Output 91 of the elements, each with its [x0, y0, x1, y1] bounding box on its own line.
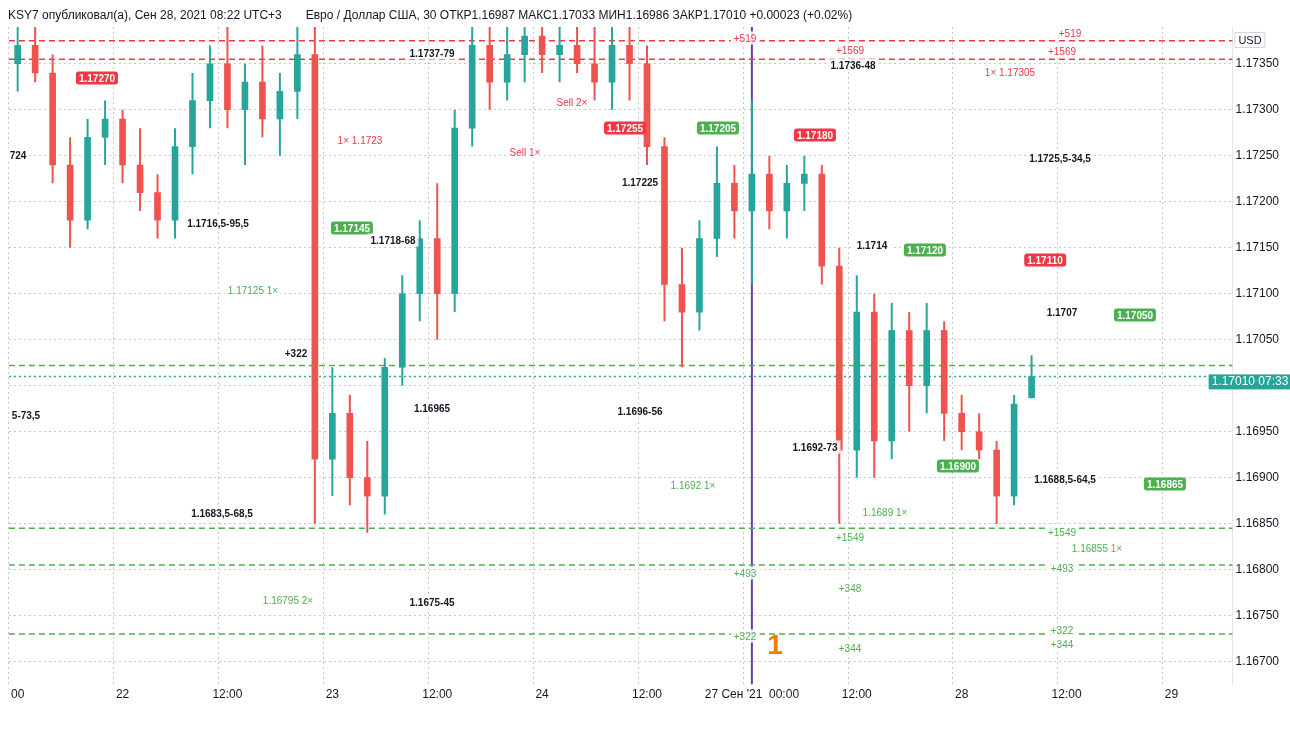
- x-tick-label: 12:00: [1051, 687, 1082, 702]
- annotation: 1.1737-79: [406, 46, 458, 60]
- annotation: 1.1692 1×: [667, 478, 719, 492]
- annotation: Sell 1×: [506, 145, 544, 159]
- x-tick-label: 12:00: [841, 687, 873, 702]
- annotation: 1.1692-73: [789, 440, 841, 454]
- y-tick-label: 1.16800: [1235, 561, 1280, 576]
- x-tick-label: 12:00: [631, 687, 663, 702]
- annotation: 1.17010 07:33: [1208, 374, 1290, 390]
- annotation: +322: [1047, 623, 1077, 637]
- annotation: 1.1736-48: [827, 58, 879, 72]
- annotation: 1.1696-56: [614, 404, 666, 418]
- annotation: +493: [1047, 561, 1077, 575]
- annotation: 1.1707: [1043, 305, 1081, 319]
- annotation: +344: [1047, 637, 1077, 651]
- y-tick-label: 1.17100: [1235, 286, 1280, 301]
- candlestick: [363, 439, 371, 534]
- annotation: 1.16795 2×: [259, 593, 317, 607]
- y-tick-label: 1.17300: [1235, 102, 1280, 117]
- y-tick-label: 1.16950: [1235, 423, 1280, 438]
- x-tick-label: 00: [10, 687, 25, 702]
- annotation: 1.17270: [75, 71, 119, 85]
- y-tick-label: 1.17350: [1235, 56, 1280, 71]
- x-tick-label: 22: [115, 687, 130, 702]
- annotation: +519: [1055, 26, 1085, 40]
- annotation: 1.1688,5-64,5: [1031, 472, 1099, 486]
- annotation: +322: [281, 346, 311, 360]
- y-tick-label: 1.17250: [1235, 148, 1280, 163]
- annotation: 1.17110: [1024, 253, 1066, 267]
- y-tick-label: 1.17200: [1235, 194, 1280, 209]
- annotation: 1.17255: [603, 121, 647, 135]
- annotation: 1.17225: [618, 175, 662, 189]
- annotation: +493: [730, 566, 760, 580]
- candlestick: [101, 99, 109, 166]
- annotation: 1× 1.1723: [334, 133, 386, 147]
- annotation: 1.17120: [903, 243, 947, 257]
- y-tick-label: 1.16750: [1235, 607, 1280, 622]
- annotation: 1.16965: [410, 401, 454, 415]
- annotation: +1569: [832, 43, 868, 57]
- annotation: 1.1675-45: [406, 595, 458, 609]
- annotation: +1549: [832, 530, 868, 544]
- annotation: +348: [835, 581, 865, 595]
- annotation: +1569: [1044, 44, 1080, 58]
- candlestick: [538, 27, 546, 74]
- annotation: 1.1716,5-95,5: [184, 216, 252, 230]
- annotation: 1.1689 1×: [859, 505, 911, 519]
- candlestick: [975, 412, 983, 461]
- candlestick: [521, 27, 528, 84]
- annotation: 1.17180: [793, 128, 837, 142]
- chart-subtitle: Евро / Доллар США, 30 ОТКР1.16987 МАКС1.17033 МИН1.16986 ЗАКР1.17010 +0.00023 (+0.02%): [305, 8, 853, 22]
- annotation: 1.16855 1×: [1068, 541, 1126, 555]
- annotation: +344: [835, 641, 865, 655]
- annotation: 1.16865: [1143, 477, 1187, 491]
- candlestick: [573, 27, 581, 74]
- x-tick-label: 24: [535, 687, 550, 702]
- annotation: 1.17145: [330, 221, 374, 235]
- candlestick: [591, 27, 598, 102]
- x-tick-label: 12:00: [212, 687, 243, 702]
- y-tick-label: 1.16850: [1235, 515, 1280, 530]
- x-tick-label: 28: [954, 687, 969, 702]
- annotation: 1.16900: [936, 459, 980, 473]
- annotation: 1.17050: [1113, 308, 1157, 322]
- x-tick-label: 27 Сен '21 00:00: [704, 687, 800, 702]
- y-tick-label: 1.16900: [1235, 469, 1280, 484]
- candlestick: [801, 154, 808, 212]
- text: USD: [1234, 31, 1266, 49]
- annotation: 1.17205: [696, 121, 740, 135]
- annotation: +322: [730, 629, 760, 643]
- annotation: 1.1718-68: [367, 233, 419, 247]
- annotation: 1.1683,5-68,5: [188, 506, 256, 520]
- candlestick: [14, 27, 21, 93]
- annotation: 1.1725,5-34,5: [1026, 151, 1094, 165]
- x-tick-label: 23: [325, 687, 340, 702]
- annotation: 1× 1.17305: [981, 65, 1039, 79]
- annotation: 724: [6, 148, 30, 162]
- candlestick: [958, 393, 965, 452]
- chart-title: KSY7 опубликовал(а), Сен 28, 2021 08:22 UTC+3: [8, 8, 282, 22]
- x-tick-label: 12:00: [422, 687, 453, 702]
- annotation: 1.1714: [853, 238, 891, 252]
- candlestick: [556, 27, 563, 84]
- annotation: 1.17125 1×: [224, 283, 282, 297]
- annotation: Sell 2×: [553, 95, 591, 109]
- y-tick-label: 1.17050: [1235, 332, 1280, 347]
- x-tick-label: 29: [1164, 687, 1179, 702]
- y-tick-label: 1.16700: [1235, 653, 1280, 668]
- annotation: +519: [730, 31, 760, 45]
- annotation: 5-73,5: [8, 408, 44, 422]
- candlestick: [626, 27, 633, 102]
- y-tick-label: 1.17150: [1235, 240, 1280, 255]
- annotation: 1: [766, 628, 784, 662]
- annotation: +1549: [1044, 525, 1080, 539]
